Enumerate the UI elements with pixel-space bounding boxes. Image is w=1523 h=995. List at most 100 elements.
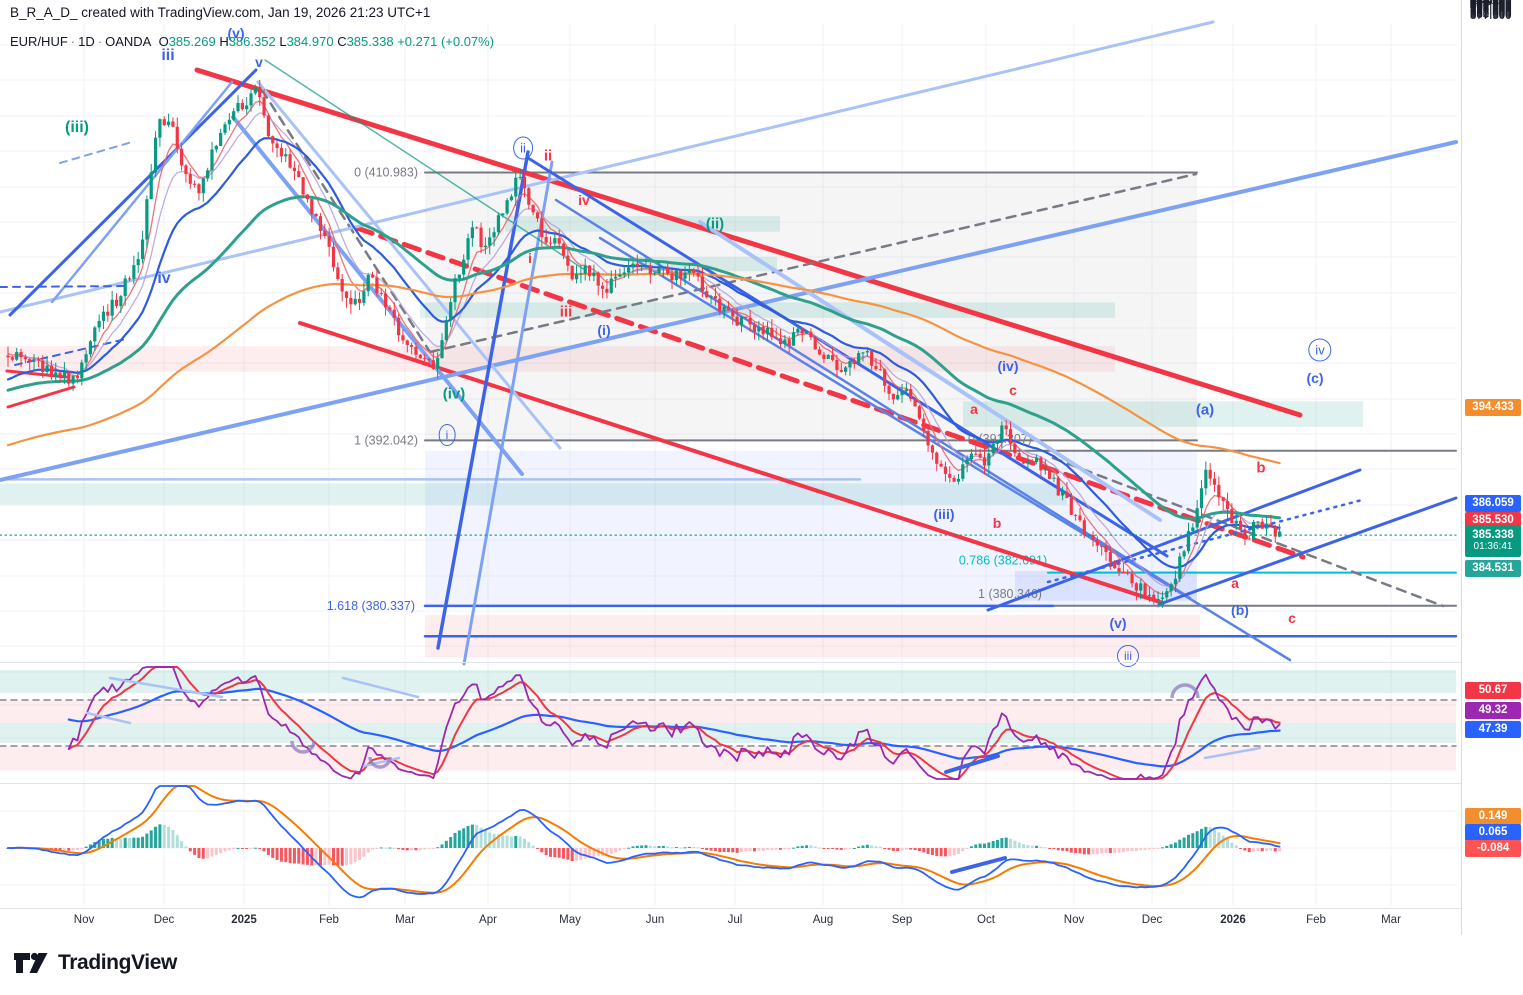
chart-canvas[interactable]: 0 (410.983)1 (392.042) 0 (391.307)0.786 (…	[0, 0, 1461, 935]
trend-line[interactable]	[698, 220, 1162, 522]
time-axis-label[interactable]: Dec	[1141, 914, 1163, 926]
trend-line[interactable]	[428, 172, 1198, 354]
trend-line[interactable]	[0, 285, 129, 288]
rsi-slow-ma-line[interactable]	[67, 687, 1281, 768]
rsi-zone[interactable]	[0, 746, 1456, 770]
macd-histogram-bar	[935, 848, 939, 857]
candle-body	[765, 327, 770, 335]
rsi-arc-annotation[interactable]	[290, 740, 316, 754]
time-axis-label[interactable]: Aug	[812, 914, 834, 926]
macd-trendline-segment[interactable]	[950, 856, 1007, 874]
candle-body	[614, 276, 618, 279]
macd-histogram-bar	[1156, 848, 1160, 849]
macd-histogram-bar	[1065, 848, 1069, 852]
rsi-trendline-segment[interactable]	[1203, 746, 1262, 760]
time-axis-label[interactable]: Nov	[73, 914, 95, 926]
symbol-name[interactable]: EUR/HUF	[10, 34, 68, 49]
trend-line[interactable]	[1158, 496, 1458, 606]
trend-line[interactable]	[8, 68, 258, 317]
fib-level-label[interactable]: 1 (392.042)	[354, 433, 418, 447]
tradingview-logo[interactable]: TradingView	[12, 948, 177, 978]
candle-body	[158, 119, 162, 138]
pane-separator[interactable]	[0, 783, 1523, 784]
fib-level-label[interactable]: 0 (410.983)	[354, 166, 418, 180]
candle-body	[956, 478, 961, 482]
ema-medium-blue[interactable]	[6, 137, 1281, 569]
trend-line[interactable]	[264, 59, 586, 271]
candle-body	[609, 278, 613, 293]
price-zone[interactable]	[425, 172, 1197, 441]
rsi-trendline-segment[interactable]	[341, 676, 420, 699]
trend-line[interactable]	[59, 141, 133, 164]
trend-line[interactable]	[986, 468, 1362, 612]
macd-histogram-bar	[1108, 848, 1112, 854]
time-axis-label[interactable]: Oct	[977, 914, 995, 926]
pane-separator[interactable]	[0, 662, 1523, 663]
candlestick-series[interactable]	[6, 80, 1282, 608]
rsi-trendline-segment[interactable]	[362, 756, 401, 768]
exchange-name: OANDA	[105, 34, 152, 49]
time-axis-label[interactable]: Feb	[1306, 914, 1326, 926]
trend-line[interactable]	[256, 80, 562, 450]
trend-line[interactable]	[0, 20, 1215, 314]
trend-line[interactable]	[0, 140, 1458, 482]
candle-body	[253, 86, 257, 94]
trend-line[interactable]	[260, 88, 432, 354]
price-axis[interactable]: 420.000417.500415.000412.500410.000407.5…	[1461, 0, 1523, 935]
time-axis-label[interactable]: 2026	[1220, 914, 1246, 926]
macd-signal-line[interactable]	[7, 785, 1281, 894]
ema-purple[interactable]	[7, 112, 1281, 587]
macd-histogram-bar	[1265, 848, 1269, 851]
time-axis-label[interactable]: 2025	[231, 914, 257, 926]
macd-line[interactable]	[7, 785, 1281, 899]
time-axis-label[interactable]: Sep	[891, 914, 913, 926]
time-axis[interactable]: Nov Dec 2025 Feb Mar Apr May Jun Jul Aug Sep Oct Nov…	[0, 908, 1461, 936]
candle-body	[679, 270, 683, 279]
ema-slow-teal[interactable]	[6, 195, 1282, 521]
trend-line[interactable]	[436, 150, 530, 650]
trend-line[interactable]	[194, 67, 1303, 418]
trend-line[interactable]	[1046, 498, 1364, 584]
price-zone[interactable]	[0, 483, 1067, 505]
rsi-trendline-segment[interactable]	[85, 711, 132, 725]
rsi-zone[interactable]	[0, 670, 1456, 693]
trend-line[interactable]	[1051, 456, 1445, 608]
candle-body	[930, 445, 935, 453]
macd-histogram-bar	[154, 826, 158, 848]
time-axis-label[interactable]: Feb	[319, 914, 339, 926]
rsi-trendline-segment[interactable]	[944, 754, 1000, 774]
candle-body	[887, 385, 891, 394]
time-axis-label[interactable]: Jun	[645, 914, 665, 926]
macd-histogram[interactable]	[6, 824, 1282, 866]
macd-histogram-bar	[1252, 848, 1256, 852]
time-axis-label[interactable]: Mar	[395, 914, 415, 926]
time-axis-label[interactable]: Jul	[727, 914, 743, 926]
trend-line[interactable]	[50, 80, 234, 304]
rsi-line[interactable]	[67, 666, 1281, 780]
ema-fast-red[interactable]	[7, 100, 1281, 595]
rsi-arc-annotation[interactable]	[1170, 683, 1200, 699]
rsi-trendline-segment[interactable]	[108, 676, 224, 699]
candle-body	[1082, 520, 1086, 536]
fib-level-label[interactable]: 1.618 (380.337)	[327, 599, 415, 613]
trend-line[interactable]	[231, 115, 524, 476]
trend-line[interactable]	[462, 160, 554, 666]
symbol-legend[interactable]: EUR/HUF · 1D · OANDA O385.269 H386.352 L384.…	[10, 34, 494, 49]
ema-vslow-orange[interactable]	[6, 272, 1281, 465]
trend-line[interactable]	[6, 385, 76, 409]
time-axis-label[interactable]: May	[559, 914, 581, 926]
trend-line[interactable]	[298, 321, 1165, 605]
candle-body	[436, 358, 440, 369]
time-axis-label[interactable]: Nov	[1063, 914, 1085, 926]
macd-histogram-bar	[214, 848, 218, 856]
macd-histogram-bar	[1082, 848, 1086, 855]
rsi-arc-annotation[interactable]	[368, 756, 392, 769]
time-axis-label[interactable]: Apr	[479, 914, 497, 926]
rsi-zone[interactable]	[0, 700, 1456, 723]
candle-body	[279, 148, 284, 157]
macd-histogram-bar	[353, 848, 357, 863]
time-axis-label[interactable]: Mar	[1381, 914, 1401, 926]
timeframe[interactable]: 1D	[78, 34, 95, 49]
time-axis-label[interactable]: Dec	[153, 914, 175, 926]
